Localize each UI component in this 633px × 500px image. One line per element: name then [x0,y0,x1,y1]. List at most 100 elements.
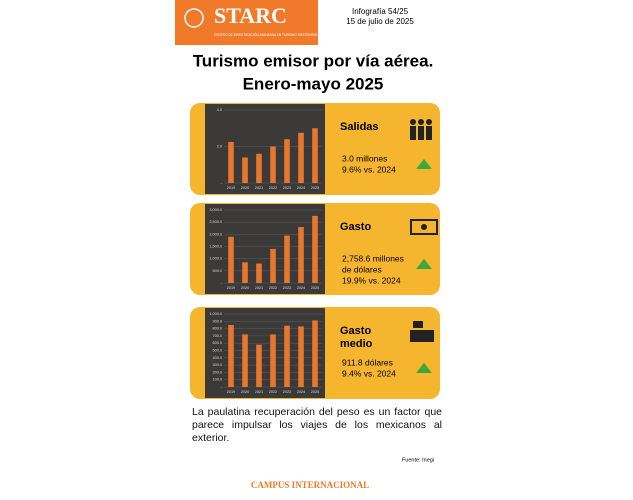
x-tick-label: 2024 [297,390,305,394]
y-tick-label: 300.0 [212,363,222,367]
panel-value: de dólares [342,264,382,274]
icon [410,119,416,125]
logo: STARC [214,3,287,28]
y-tick-label: 3,000.0 [209,208,222,212]
up-arrow [416,363,432,373]
logo-seal [184,8,204,28]
y-tick-label: 900.0 [212,319,222,323]
y-tick-label: 400.0 [212,356,222,360]
bar [270,334,276,387]
x-tick-label: 2021 [255,286,263,290]
bar [242,334,248,387]
x-tick-label: 2019 [227,186,235,190]
y-tick-label: 2.0 [217,145,222,149]
chart-bg [205,308,325,398]
y-tick-label: 200.0 [212,370,222,374]
date: 15 de julio de 2025 [346,17,414,26]
up-arrow [416,259,432,269]
body-text: La paulatina recuperación del peso es un… [192,406,442,444]
panel-change: 9.4% vs. 2024 [342,368,396,378]
x-tick-label: 2022 [269,286,277,290]
panel-value: 3.0 millones [342,153,387,163]
bar [312,128,318,183]
y-tick-label: - [221,385,223,389]
bar [284,235,290,283]
bar [270,248,276,283]
y-tick-label: 800.0 [212,327,222,331]
y-tick-label: 1,000.0 [209,257,222,261]
chart-bg [205,204,325,294]
y-tick-label: 2,500.0 [209,220,222,224]
x-tick-label: 2023 [283,390,291,394]
icon [418,119,424,125]
title: Turismo emisor por vía aérea. [193,51,434,70]
logo-box [175,0,318,45]
icon [426,119,432,125]
x-tick-label: 2025 [311,390,319,394]
icon [421,224,427,230]
x-tick-label: 2021 [255,186,263,190]
bar [256,344,262,387]
x-tick-label: 2020 [241,390,249,394]
x-tick-label: 2021 [255,390,263,394]
bar [228,141,234,183]
y-tick-label: 600.0 [212,341,222,345]
source: Fuente: Inegi [402,457,434,463]
x-tick-label: 2025 [311,186,319,190]
panel-change: 9.6% vs. 2024 [342,164,396,174]
bar [298,326,304,387]
bar [284,139,290,183]
chart-bg [205,104,325,194]
y-tick-label: 500.0 [212,269,222,273]
x-tick-label: 2022 [269,390,277,394]
y-tick-label: 700.0 [212,334,222,338]
y-tick-label: - [221,281,223,285]
panel-label: medio [340,338,373,350]
bar [242,262,248,283]
footer: CAMPUS INTERNACIONAL [251,480,369,490]
x-tick-label: 2020 [241,186,249,190]
y-tick-label: 4.0 [217,108,222,112]
icons [410,119,438,342]
icon [418,126,424,140]
bar [284,325,290,387]
x-tick-label: 2019 [227,390,235,394]
x-tick-label: 2019 [227,286,235,290]
bar [312,215,318,283]
panel-value: 2,758.6 millones [342,253,404,263]
bar [228,324,234,387]
icon [410,219,438,235]
logo-subtitle: CENTRO DE INVESTIGACIÓN AVANZADA EN TURI… [214,32,318,37]
x-tick-label: 2024 [297,286,305,290]
panel-label: Gasto [340,325,371,337]
bar [312,320,318,387]
icon [410,126,416,140]
title: Enero-mayo 2025 [243,74,384,93]
y-tick-label: 2,000.0 [209,232,222,236]
bar [298,132,304,183]
bar [256,153,262,183]
panel-label: Salidas [340,121,379,133]
y-tick-label: 1,500.0 [209,245,222,249]
bar [256,263,262,283]
y-tick-label: 500.0 [212,349,222,353]
x-tick-label: 2024 [297,186,305,190]
panel-value: 911.8 dólares [342,357,393,367]
y-tick-label: - [221,181,223,185]
x-tick-label: 2023 [283,286,291,290]
y-tick-label: 1,000.0 [209,312,222,316]
bar [242,157,248,183]
x-tick-label: 2023 [283,186,291,190]
icon [410,330,434,342]
x-tick-label: 2022 [269,186,277,190]
panels: - 2.0 4.0 2019 2020 2021 2022 2023 2024 2025 Salid… [190,103,440,399]
bar [228,236,234,283]
up-arrow [416,159,432,169]
bar [298,227,304,283]
x-tick-label: 2020 [241,286,249,290]
panel-change: 19.9% vs. 2024 [342,275,401,285]
icon [426,126,432,140]
x-tick-label: 2025 [311,286,319,290]
